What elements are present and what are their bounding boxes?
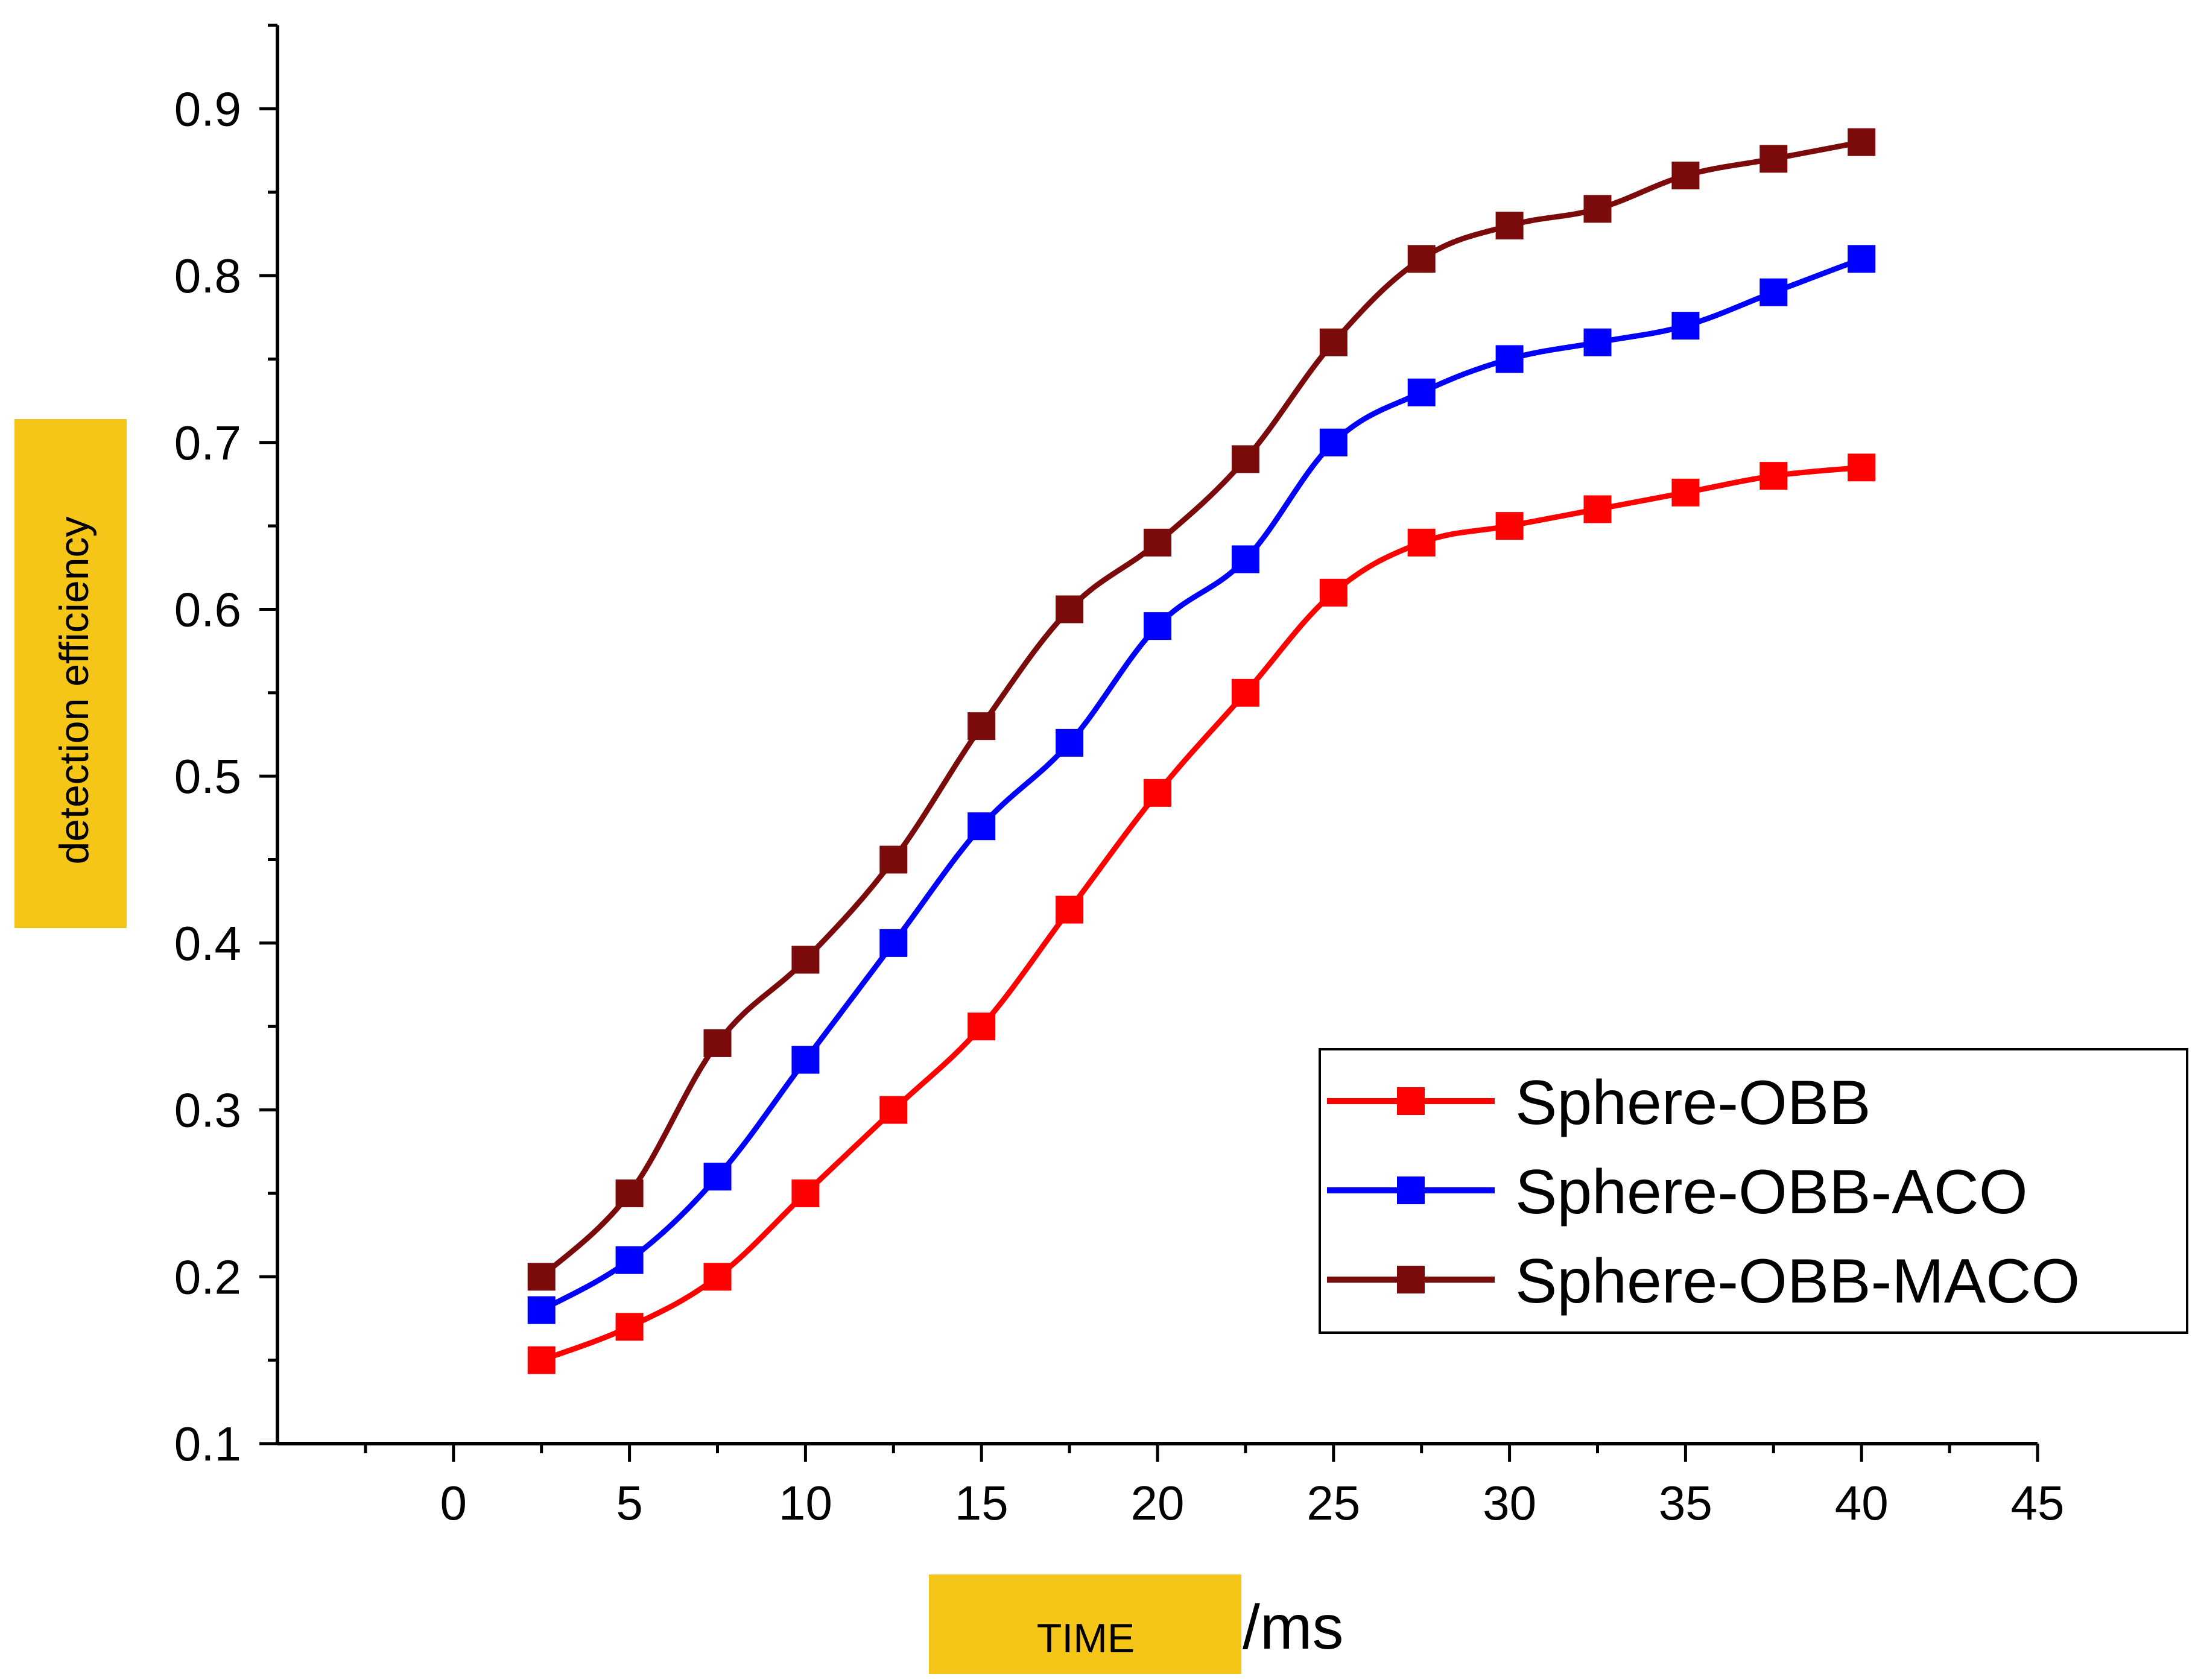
data-point	[703, 1263, 732, 1291]
data-point	[1056, 728, 1084, 757]
data-point	[1848, 453, 1876, 482]
legend-label: Sphere-OBB-ACO	[1515, 1157, 2028, 1227]
axes: 0 5 10 15 20 25 30 35 40 45 0.1 0.2 0.3 0.4 0.5 0.6 0.7 0…	[174, 24, 2065, 1530]
data-point	[1319, 328, 1348, 356]
data-point	[1407, 245, 1436, 273]
data-point	[1495, 212, 1524, 240]
data-point	[1231, 445, 1259, 473]
data-point	[703, 1029, 732, 1057]
y-tick-label: 0.3	[174, 1084, 241, 1137]
x-tick-label: 35	[1659, 1476, 1712, 1530]
data-point	[1319, 428, 1348, 456]
data-point	[1848, 245, 1876, 273]
y-tick-label: 0.9	[174, 82, 241, 136]
data-point	[879, 929, 908, 957]
data-point	[1231, 545, 1259, 573]
legend-swatch-marker	[1397, 1266, 1425, 1293]
data-point	[1759, 278, 1788, 306]
data-point	[1407, 378, 1436, 406]
data-point	[879, 845, 908, 874]
y-tick-label: 0.1	[174, 1417, 241, 1471]
data-point	[1671, 312, 1700, 340]
series-sphere-obb	[527, 453, 1876, 1374]
data-point	[615, 1313, 644, 1341]
data-point	[1583, 328, 1612, 356]
data-point	[1671, 162, 1700, 190]
data-point	[1144, 778, 1171, 807]
x-axis-label-highlight	[929, 1574, 1241, 1674]
data-point	[1231, 678, 1259, 707]
data-point	[968, 812, 996, 841]
legend-label: Sphere-OBB	[1515, 1068, 1871, 1138]
data-point	[615, 1246, 644, 1274]
series-sphere-obb-maco	[527, 128, 1876, 1291]
x-axis-unit: /ms	[1243, 1593, 1344, 1663]
data-point	[1319, 578, 1348, 607]
data-point	[1848, 128, 1876, 156]
y-axis-label-highlight	[14, 419, 127, 928]
data-point	[527, 1263, 556, 1291]
y-tick-label: 0.4	[174, 917, 241, 970]
y-tick-label: 0.6	[174, 583, 241, 636]
x-axis-label: TIME	[1037, 1615, 1135, 1661]
legend-swatch-marker	[1397, 1087, 1425, 1115]
y-tick-label: 0.7	[174, 416, 241, 470]
data-point	[1056, 895, 1084, 924]
x-tick-label: 30	[1483, 1476, 1536, 1530]
series-sphere-obb-aco	[527, 245, 1876, 1324]
data-point	[615, 1179, 644, 1207]
x-tick-label: 15	[955, 1476, 1009, 1530]
legend: Sphere-OBB Sphere-OBB-ACO Sphere-OBB-MACO	[1319, 1048, 2188, 1334]
x-tick-label: 5	[616, 1476, 643, 1530]
data-point	[1583, 495, 1612, 523]
data-point	[1759, 145, 1788, 173]
data-point	[1583, 195, 1612, 223]
data-point	[1144, 528, 1171, 557]
y-axis-label: detection efficiency	[51, 516, 97, 864]
x-tick-label: 10	[779, 1476, 832, 1530]
data-point	[1495, 345, 1524, 373]
legend-label: Sphere-OBB-MACO	[1515, 1246, 2080, 1316]
data-point	[879, 1096, 908, 1124]
data-point	[527, 1296, 556, 1324]
legend-swatch-marker	[1397, 1176, 1425, 1204]
x-tick-label: 0	[440, 1476, 467, 1530]
data-point	[1495, 512, 1524, 540]
data-point	[791, 1179, 820, 1207]
x-tick-label: 40	[1835, 1476, 1889, 1530]
x-tick-label: 45	[2011, 1476, 2065, 1530]
data-point	[1407, 528, 1436, 557]
y-tick-label: 0.5	[174, 750, 241, 803]
data-point	[968, 1012, 996, 1041]
data-point	[1759, 462, 1788, 490]
x-tick-label: 20	[1131, 1476, 1185, 1530]
series-line	[539, 464, 1864, 1363]
data-point	[1144, 612, 1171, 640]
data-point	[791, 1046, 820, 1074]
series-group	[527, 128, 1876, 1374]
data-point	[1671, 478, 1700, 507]
data-point	[527, 1346, 556, 1374]
y-tick-label: 0.2	[174, 1250, 241, 1304]
data-point	[968, 712, 996, 741]
data-point	[791, 946, 820, 974]
data-point	[1056, 595, 1084, 624]
y-tick-label: 0.8	[174, 249, 241, 303]
x-tick-label: 25	[1306, 1476, 1360, 1530]
data-point	[703, 1163, 732, 1191]
